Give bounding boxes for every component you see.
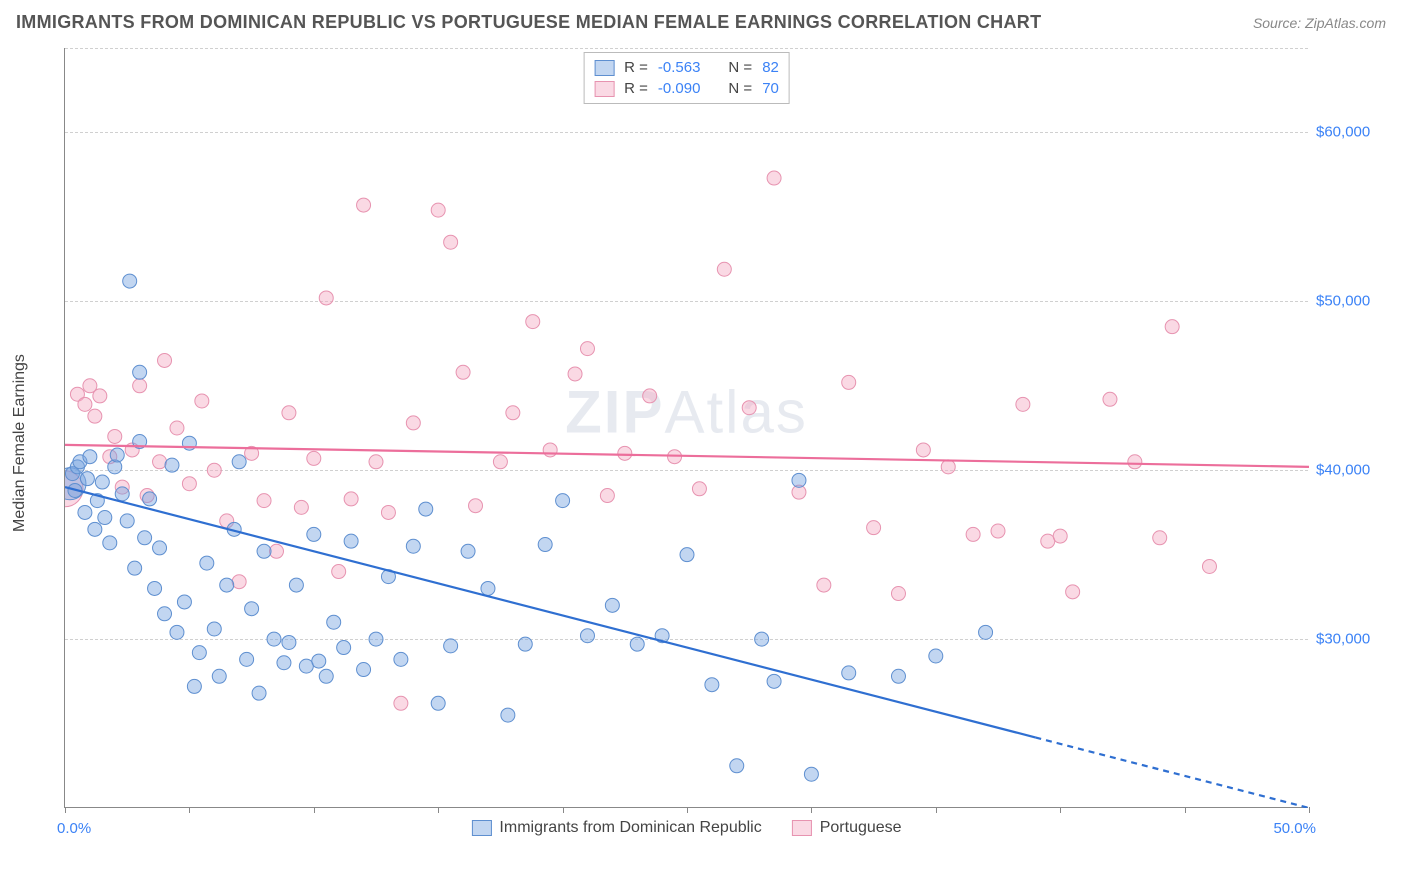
legend-stats-row-blue: R = -0.563 N = 82 xyxy=(594,57,779,78)
legend-series: Immigrants from Dominican Republic Portu… xyxy=(471,819,901,837)
series-label-blue: Immigrants from Dominican Republic xyxy=(499,819,761,837)
n-value-pink: 70 xyxy=(762,80,779,97)
x-tick xyxy=(1309,807,1310,813)
swatch-blue xyxy=(594,60,614,76)
y-tick-label: $30,000 xyxy=(1316,631,1380,648)
swatch-pink xyxy=(594,81,614,97)
n-label: N = xyxy=(728,80,752,97)
scatter-svg xyxy=(65,48,1309,808)
swatch-blue xyxy=(471,820,491,836)
source-prefix: Source: xyxy=(1253,15,1305,31)
chart-header: IMMIGRANTS FROM DOMINICAN REPUBLIC VS PO… xyxy=(0,0,1406,41)
r-label: R = xyxy=(624,59,648,76)
y-tick-label: $60,000 xyxy=(1316,124,1380,141)
y-axis-title: Median Female Earnings xyxy=(11,354,29,532)
r-value-pink: -0.090 xyxy=(658,80,701,97)
series-label-pink: Portuguese xyxy=(820,819,902,837)
swatch-pink xyxy=(792,820,812,836)
plot-area: ZIPAtlas $30,000$40,000$50,000$60,000 0.… xyxy=(64,48,1308,808)
x-axis-max-label: 50.0% xyxy=(1273,820,1316,837)
legend-stats-row-pink: R = -0.090 N = 70 xyxy=(594,78,779,99)
chart-title: IMMIGRANTS FROM DOMINICAN REPUBLIC VS PO… xyxy=(16,12,1041,33)
chart-source: Source: ZipAtlas.com xyxy=(1253,15,1386,31)
n-label: N = xyxy=(728,59,752,76)
legend-stats: R = -0.563 N = 82 R = -0.090 N = 70 xyxy=(583,52,790,104)
source-name: ZipAtlas.com xyxy=(1305,15,1386,31)
legend-item-pink: Portuguese xyxy=(792,819,902,837)
chart-area: Median Female Earnings ZIPAtlas $30,000$… xyxy=(64,48,1384,838)
legend-item-blue: Immigrants from Dominican Republic xyxy=(471,819,761,837)
x-axis-min-label: 0.0% xyxy=(57,820,91,837)
y-tick-label: $40,000 xyxy=(1316,462,1380,479)
r-value-blue: -0.563 xyxy=(658,59,701,76)
n-value-blue: 82 xyxy=(762,59,779,76)
r-label: R = xyxy=(624,80,648,97)
y-tick-label: $50,000 xyxy=(1316,293,1380,310)
